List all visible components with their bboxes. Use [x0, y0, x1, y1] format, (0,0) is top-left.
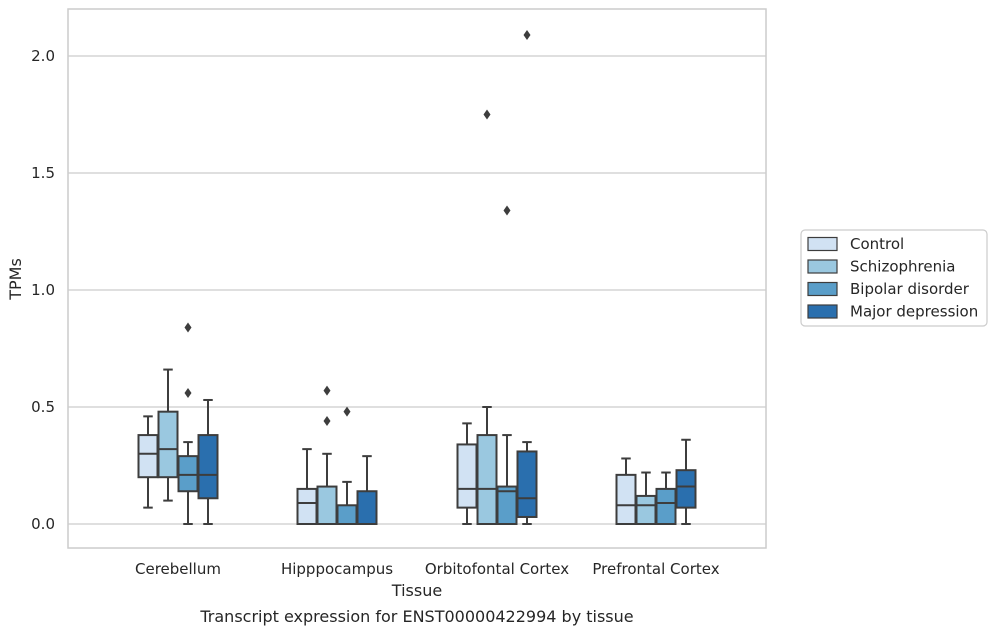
box-body	[456, 443, 478, 509]
series-major-depression	[197, 29, 697, 525]
box	[516, 29, 538, 525]
y-tick-label: 0.5	[31, 398, 55, 416]
box-body	[635, 494, 657, 526]
box-body	[137, 434, 159, 479]
box-series	[137, 29, 697, 526]
box	[336, 406, 358, 525]
outlier-point	[184, 387, 192, 398]
box-body	[615, 473, 637, 525]
legend-label: Control	[850, 235, 904, 253]
legend-swatch	[807, 304, 838, 319]
box-body	[675, 469, 697, 509]
box-body	[336, 504, 358, 525]
x-axis-ticks: Cerebellum Hipppocampus Orbitofontal Corte…	[135, 560, 720, 578]
legend-label: Schizophrenia	[850, 258, 955, 276]
x-axis-label: Tissue	[391, 581, 442, 600]
x-tick-label: Prefrontal Cortex	[592, 560, 719, 578]
y-tick-label: 1.5	[31, 164, 55, 182]
legend-swatch	[807, 281, 838, 297]
box	[177, 322, 199, 525]
box	[655, 471, 677, 525]
box	[157, 368, 179, 502]
box-body	[655, 487, 677, 525]
legend-frame	[800, 229, 988, 327]
outlier-point	[343, 406, 351, 417]
series-schizophrenia	[157, 109, 657, 526]
y-tick-label: 0.0	[31, 515, 55, 533]
box	[296, 448, 318, 525]
box	[675, 438, 697, 525]
box	[496, 205, 518, 525]
x-tick-label: Cerebellum	[135, 560, 221, 578]
y-axis-ticks: 0.0 0.5 1.0 1.5 2.0	[31, 47, 55, 533]
chart-caption: Transcript expression for ENST0000042299…	[199, 607, 633, 626]
legend-item: Schizophrenia	[807, 258, 955, 276]
box-body	[197, 434, 219, 500]
legend-label: Major depression	[850, 303, 978, 321]
legend-item: Bipolar disorder	[807, 280, 970, 298]
box	[456, 422, 478, 525]
outlier-point	[503, 205, 511, 216]
legend-item: Major depression	[807, 303, 978, 321]
box	[197, 398, 219, 525]
box-body	[177, 455, 199, 493]
legend: Control Schizophrenia Bipolar disorder Majo…	[800, 229, 988, 327]
box	[635, 471, 657, 526]
box-body	[157, 410, 179, 479]
box	[356, 455, 378, 525]
series-bipolar-disorder	[177, 205, 677, 525]
box-body	[296, 487, 318, 525]
plot-frame	[67, 8, 767, 549]
legend-item: Control	[807, 235, 904, 253]
x-tick-label: Orbitofontal Cortex	[425, 560, 569, 578]
y-tick-label: 1.0	[31, 281, 55, 299]
box	[476, 109, 498, 525]
box	[615, 457, 637, 525]
box-body	[356, 490, 378, 525]
box-body	[316, 485, 338, 525]
box-body	[516, 450, 538, 518]
outlier-point	[323, 385, 331, 396]
outlier-point	[323, 416, 331, 427]
box	[137, 415, 159, 509]
outlier-point	[184, 322, 192, 333]
x-tick-label: Hipppocampus	[281, 560, 393, 578]
y-tick-label: 2.0	[31, 47, 55, 65]
box-body	[476, 434, 498, 525]
y-axis-label: TPMs	[6, 258, 25, 301]
legend-swatch	[807, 259, 838, 274]
legend-label: Bipolar disorder	[850, 280, 970, 298]
legend-swatch	[807, 236, 838, 252]
outlier-point	[523, 29, 531, 40]
outlier-point	[483, 109, 491, 120]
